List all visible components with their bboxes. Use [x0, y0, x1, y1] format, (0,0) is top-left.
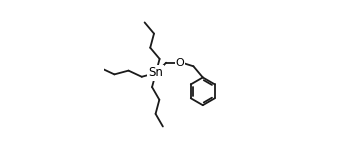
Text: Sn: Sn	[148, 66, 163, 80]
Text: O: O	[176, 58, 184, 68]
